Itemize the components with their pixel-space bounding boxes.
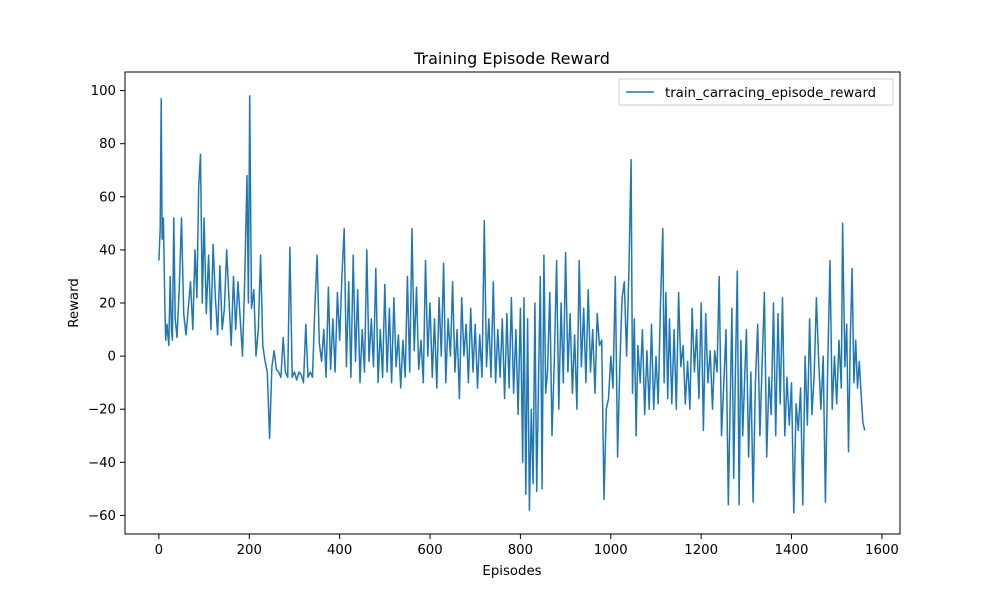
x-tick-label: 1600 xyxy=(865,543,899,558)
x-tick-label: 1400 xyxy=(775,543,809,558)
axis-ticks: 0 200 400 600 800 1000 1200 1400 1600 −60 −40 −20 0 2… xyxy=(88,84,899,558)
x-tick-label: 1000 xyxy=(594,543,628,558)
x-tick-label: 200 xyxy=(237,543,262,558)
y-tick-label: 0 xyxy=(108,350,116,365)
y-tick-label: −40 xyxy=(88,456,116,471)
legend-box xyxy=(618,78,894,106)
plot-frame xyxy=(124,71,901,535)
legend-label: train_carracing_episode_reward xyxy=(665,86,876,101)
x-tick-label: 600 xyxy=(417,543,442,558)
y-tick-label: 80 xyxy=(99,137,116,152)
legend: train_carracing_episode_reward xyxy=(618,78,894,106)
x-tick-label: 0 xyxy=(155,543,163,558)
x-axis-title: Episodes xyxy=(482,564,541,579)
y-tick-label: 40 xyxy=(99,243,116,258)
y-tick-label: −60 xyxy=(88,509,116,524)
y-tick-label: 100 xyxy=(91,84,116,99)
chart-title: Training Episode Reward xyxy=(413,49,610,68)
y-tick-label: 20 xyxy=(99,297,116,312)
x-tick-label: 800 xyxy=(508,543,533,558)
reward-series-line xyxy=(158,95,866,514)
y-tick-label: 60 xyxy=(99,190,116,205)
y-axis-title: Reward xyxy=(67,278,82,328)
x-tick-label: 1200 xyxy=(684,543,718,558)
x-tick-label: 400 xyxy=(327,543,352,558)
y-tick-label: −20 xyxy=(88,403,116,418)
